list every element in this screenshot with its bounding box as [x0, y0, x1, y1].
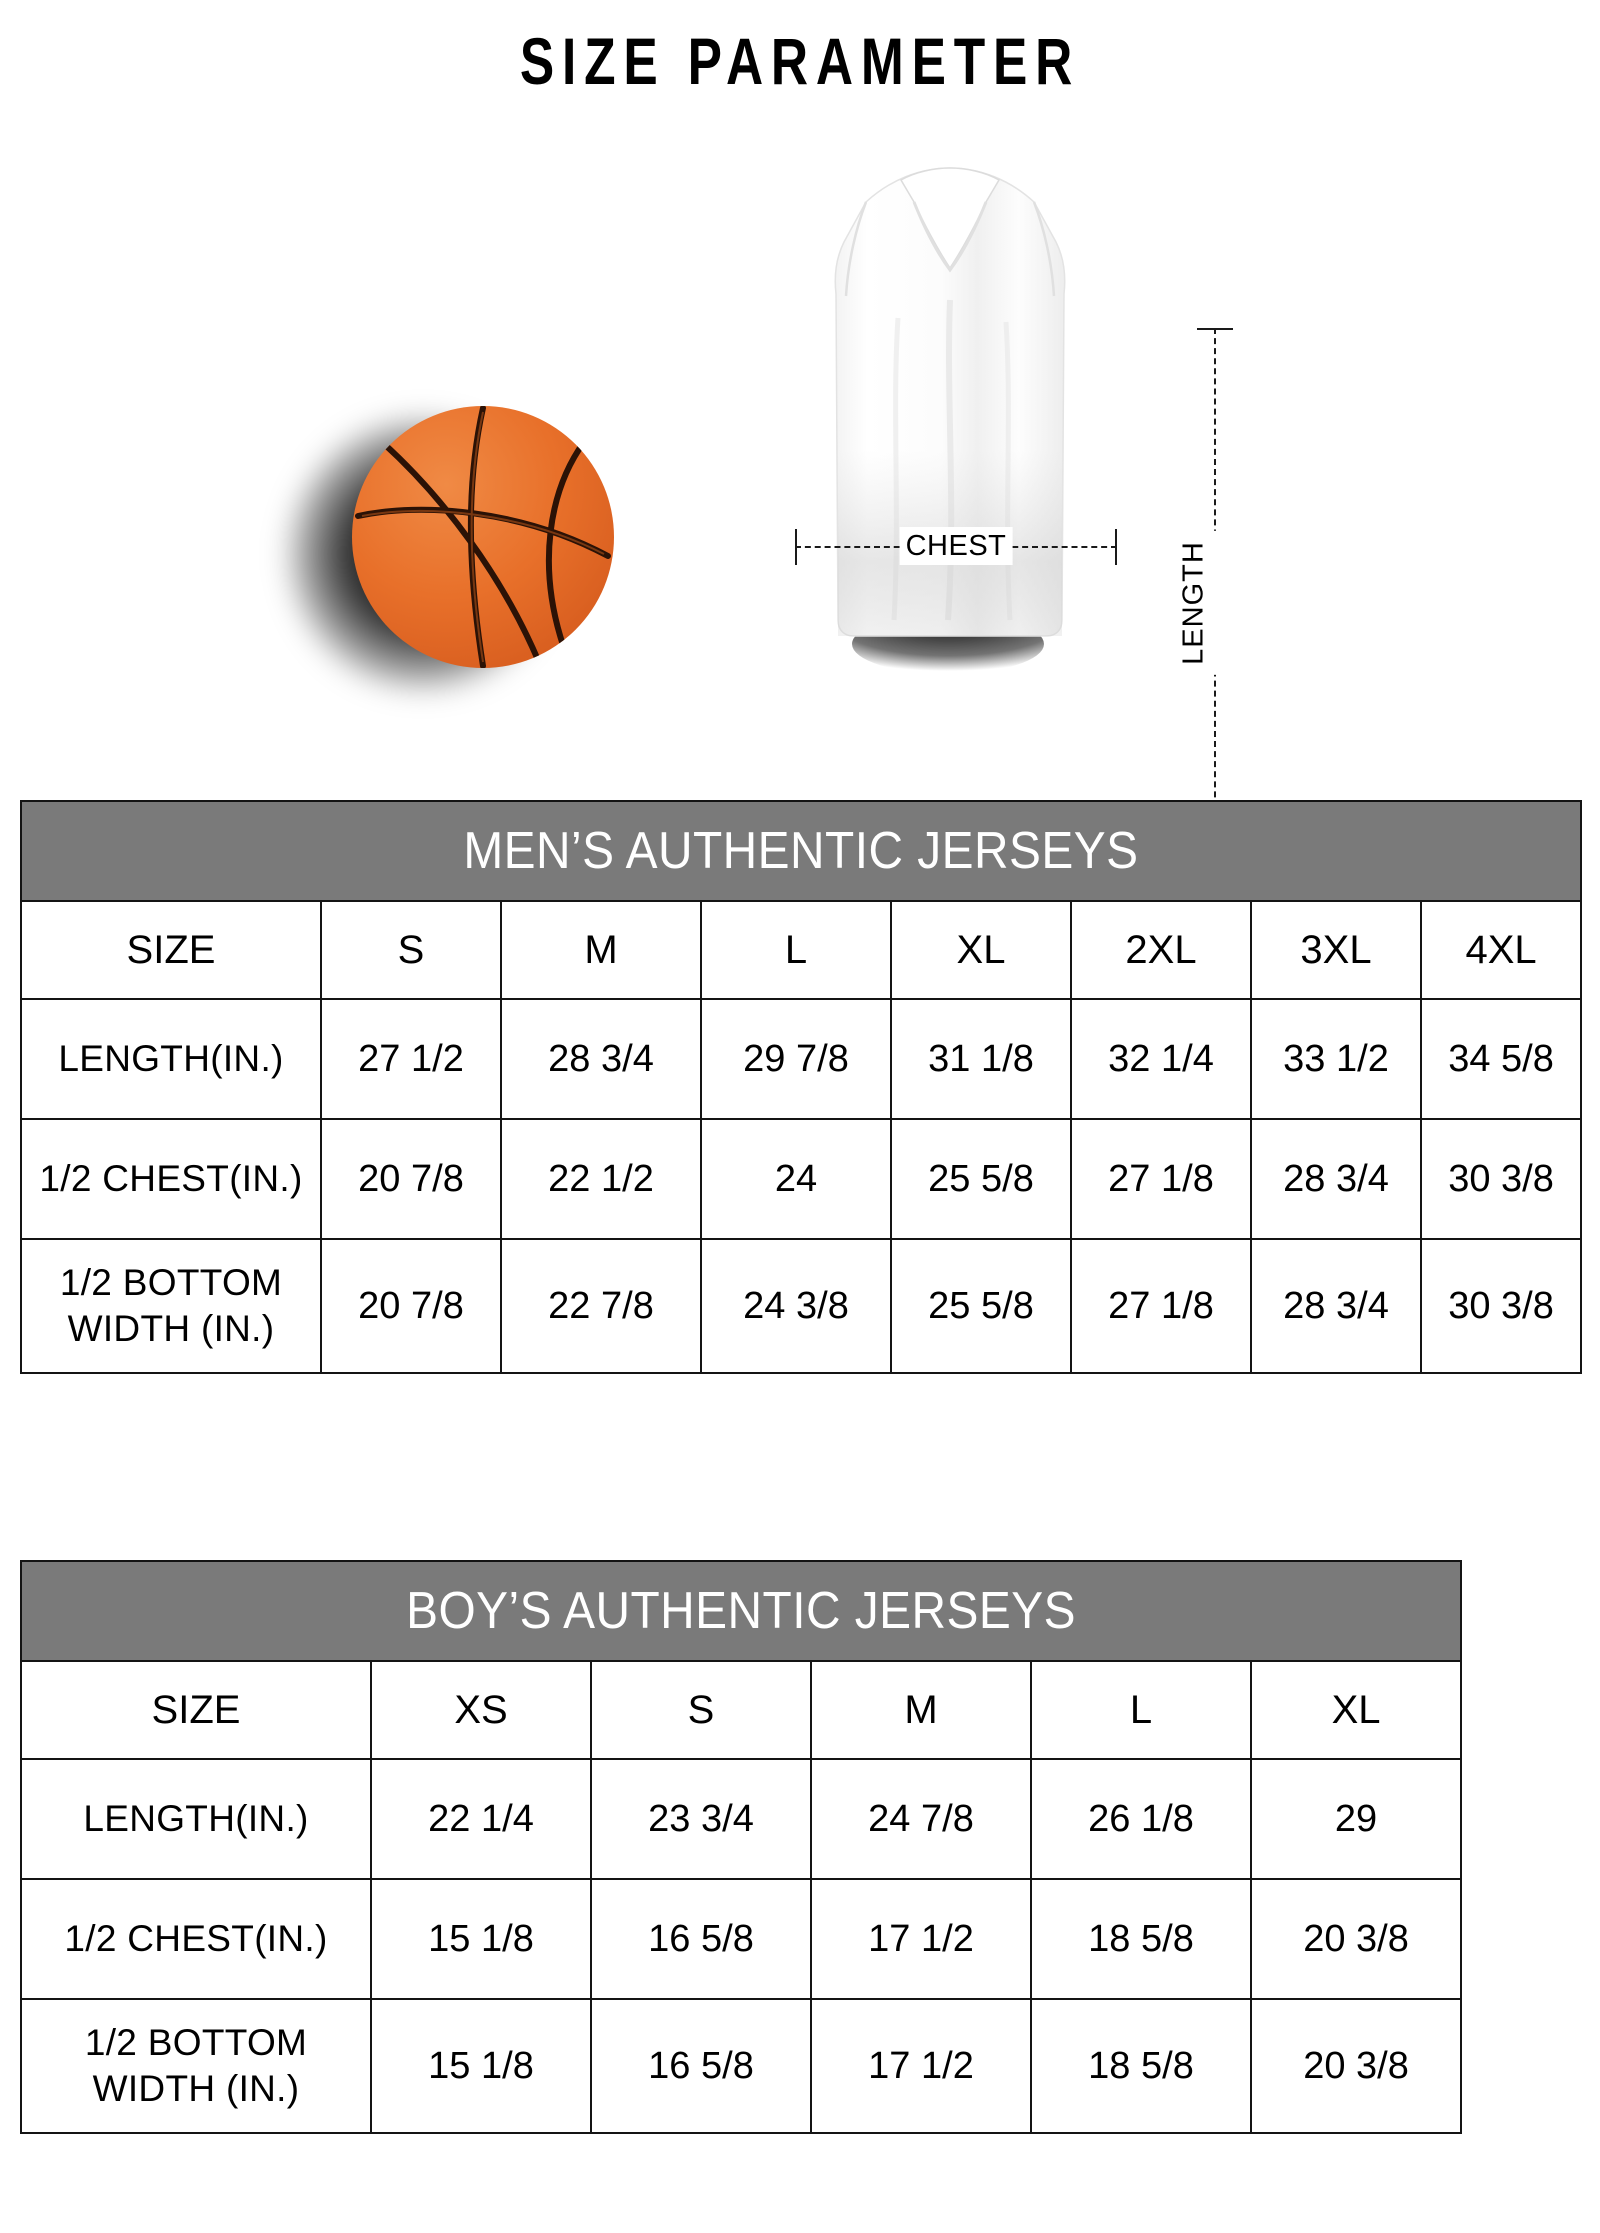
boys-header-row: SIZE XS S M L XL [20, 1660, 1463, 1760]
mens-header-row: SIZE S M L XL 2XL 3XL 4XL [20, 900, 1583, 1000]
table-cell: 17 1/2 [810, 1878, 1032, 2000]
table-cell: 17 1/2 [810, 1998, 1032, 2134]
chest-tick-right [1115, 529, 1117, 565]
basketball-icon [288, 400, 630, 700]
table-row: 1/2 CHEST(IN.) 15 1/8 16 5/8 17 1/2 18 5… [20, 1878, 1463, 2000]
chest-label: CHEST [899, 527, 1013, 565]
mens-row-label-length: LENGTH(IN.) [20, 998, 322, 1120]
table-row: LENGTH(IN.) 22 1/4 23 3/4 24 7/8 26 1/8 … [20, 1758, 1463, 1880]
table-cell: 27 1/2 [320, 998, 502, 1120]
table-cell: 29 [1249, 1758, 1463, 1880]
mens-band-title-text: MEN’S AUTHENTIC JERSEYS [463, 822, 1139, 880]
page-title: SIZE PARAMETER [519, 24, 1081, 98]
boys-band-title-text: BOY’S AUTHENTIC JERSEYS [406, 1582, 1076, 1640]
boys-header-xs: XS [370, 1660, 592, 1760]
boys-table-band-row: BOY’S AUTHENTIC JERSEYS [19, 1560, 1463, 1662]
mens-header-s: S [320, 900, 502, 1000]
table-row: 1/2 CHEST(IN.) 20 7/8 22 1/2 24 25 5/8 2… [20, 1118, 1583, 1240]
illustration-band: CHEST LENGTH [0, 150, 1600, 878]
length-measure-line: LENGTH [1171, 328, 1233, 878]
jersey-shape [834, 167, 1066, 674]
length-label: LENGTH [1171, 531, 1217, 675]
mens-header-xl: XL [890, 900, 1072, 1000]
table-cell: 20 3/8 [1249, 1998, 1463, 2134]
mens-header-2xl: 2XL [1070, 900, 1252, 1000]
boys-row-label-length: LENGTH(IN.) [20, 1758, 372, 1880]
table-cell: 25 5/8 [890, 1238, 1072, 1374]
mens-header-size: SIZE [20, 900, 322, 1000]
table-cell: 30 3/8 [1419, 1238, 1583, 1374]
table-cell: 26 1/8 [1030, 1758, 1252, 1880]
table-cell: 24 7/8 [810, 1758, 1032, 1880]
table-cell: 18 5/8 [1030, 1878, 1252, 2000]
table-cell: 22 1/4 [370, 1758, 592, 1880]
table-cell: 22 7/8 [500, 1238, 702, 1374]
table-cell: 16 5/8 [590, 1998, 812, 2134]
basketball-sphere [352, 406, 614, 668]
table-cell: 34 5/8 [1419, 998, 1583, 1120]
mens-table-band-row: MEN’S AUTHENTIC JERSEYS [19, 800, 1583, 902]
label-line-1: 1/2 BOTTOM [84, 2021, 308, 2063]
mens-header-4xl: 4XL [1419, 900, 1583, 1000]
table-cell: 31 1/8 [890, 998, 1072, 1120]
table-cell: 28 3/4 [500, 998, 702, 1120]
label-line-2: WIDTH (IN.) [67, 1308, 275, 1349]
table-cell: 22 1/2 [500, 1118, 702, 1240]
mens-table-band-title: MEN’S AUTHENTIC JERSEYS [19, 800, 1583, 902]
table-cell: 28 3/4 [1250, 1118, 1422, 1240]
table-cell: 24 [700, 1118, 892, 1240]
table-cell: 20 7/8 [320, 1118, 502, 1240]
boys-table-band-title: BOY’S AUTHENTIC JERSEYS [19, 1560, 1463, 1662]
label-line-2: WIDTH (IN.) [92, 2068, 300, 2109]
boys-header-s: S [590, 1660, 812, 1760]
table-cell: 20 7/8 [320, 1238, 502, 1374]
mens-header-3xl: 3XL [1250, 900, 1422, 1000]
table-cell: 24 3/8 [700, 1238, 892, 1374]
mens-size-table: MEN’S AUTHENTIC JERSEYS SIZE S M L XL 2X… [19, 800, 1583, 1374]
table-cell: 15 1/8 [370, 1878, 592, 2000]
table-cell: 30 3/8 [1419, 1118, 1583, 1240]
boys-header-xl: XL [1249, 1660, 1463, 1760]
boys-header-m: M [810, 1660, 1032, 1760]
table-cell: 28 3/4 [1250, 1238, 1422, 1374]
table-cell: 29 7/8 [700, 998, 892, 1120]
mens-row-label-chest: 1/2 CHEST(IN.) [20, 1118, 322, 1240]
mens-row-label-bottom-width: 1/2 BOTTOM WIDTH (IN.) [20, 1238, 322, 1374]
jersey-icon [770, 150, 1130, 730]
table-row: LENGTH(IN.) 27 1/2 28 3/4 29 7/8 31 1/8 … [20, 998, 1583, 1120]
table-cell: 32 1/4 [1070, 998, 1252, 1120]
boys-header-l: L [1030, 1660, 1252, 1760]
boys-row-label-chest: 1/2 CHEST(IN.) [20, 1878, 372, 2000]
table-cell: 20 3/8 [1249, 1878, 1463, 2000]
boys-row-label-bottom-width: 1/2 BOTTOM WIDTH (IN.) [20, 1998, 372, 2134]
mens-header-m: M [500, 900, 702, 1000]
boys-size-table: BOY’S AUTHENTIC JERSEYS SIZE XS S M L XL… [19, 1560, 1463, 2134]
table-cell: 18 5/8 [1030, 1998, 1252, 2134]
table-cell: 33 1/2 [1250, 998, 1422, 1120]
chest-measure-line: CHEST [795, 527, 1117, 565]
table-row: 1/2 BOTTOM WIDTH (IN.) 15 1/8 16 5/8 17 … [20, 1998, 1463, 2134]
table-cell: 16 5/8 [590, 1878, 812, 2000]
table-cell: 27 1/8 [1070, 1118, 1252, 1240]
table-row: 1/2 BOTTOM WIDTH (IN.) 20 7/8 22 7/8 24 … [20, 1238, 1583, 1374]
label-line-1: 1/2 BOTTOM [59, 1261, 283, 1303]
table-cell: 25 5/8 [890, 1118, 1072, 1240]
table-cell: 27 1/8 [1070, 1238, 1252, 1374]
mens-header-l: L [700, 900, 892, 1000]
chest-tick-left [795, 529, 797, 565]
length-tick-top [1197, 328, 1233, 330]
table-cell: 23 3/4 [590, 1758, 812, 1880]
boys-header-size: SIZE [20, 1660, 372, 1760]
table-cell: 15 1/8 [370, 1998, 592, 2134]
basketball-seams-icon [355, 406, 611, 668]
